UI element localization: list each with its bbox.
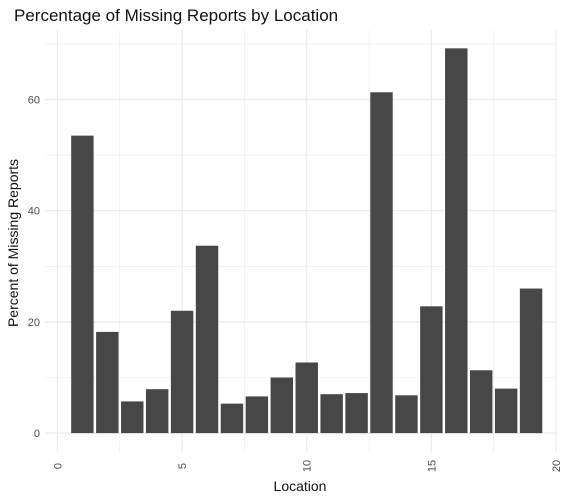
bar-location-8 bbox=[245, 396, 269, 434]
x-tick-label: 5 bbox=[177, 463, 189, 469]
bar-location-6 bbox=[195, 245, 219, 434]
bar-location-2 bbox=[96, 331, 119, 434]
y-tick-label: 20 bbox=[28, 317, 40, 329]
bar-location-18 bbox=[494, 388, 518, 434]
bar-location-19 bbox=[519, 288, 543, 434]
bar-location-16 bbox=[445, 48, 468, 434]
bar-location-14 bbox=[395, 395, 418, 434]
bar-location-1 bbox=[71, 135, 94, 434]
bar-location-11 bbox=[320, 394, 343, 434]
bar-location-15 bbox=[420, 306, 443, 434]
chart-title: Percentage of Missing Reports by Locatio… bbox=[14, 6, 338, 25]
tick-labels: 0 20 40 60 0 5 10 15 20 bbox=[28, 94, 563, 472]
bars bbox=[71, 48, 543, 434]
bar-location-9 bbox=[270, 377, 294, 434]
y-axis-title: Percent of Missing Reports bbox=[5, 159, 21, 327]
bar-location-12 bbox=[345, 393, 368, 434]
x-tick-label: 0 bbox=[52, 463, 64, 469]
bar-location-7 bbox=[220, 403, 244, 434]
x-tick-label: 10 bbox=[302, 460, 314, 472]
bar-location-10 bbox=[295, 362, 318, 434]
x-tick-label: 15 bbox=[426, 460, 438, 472]
y-tick-label: 0 bbox=[34, 428, 40, 440]
x-tick-label: 20 bbox=[551, 460, 563, 472]
bar-location-3 bbox=[121, 401, 144, 434]
bar-location-13 bbox=[370, 92, 393, 434]
x-axis-title: Location bbox=[274, 478, 327, 494]
bar-location-17 bbox=[470, 370, 493, 434]
bar-location-5 bbox=[170, 310, 194, 434]
bar-location-4 bbox=[145, 389, 169, 434]
y-tick-label: 60 bbox=[28, 94, 40, 106]
y-tick-label: 40 bbox=[28, 206, 40, 218]
